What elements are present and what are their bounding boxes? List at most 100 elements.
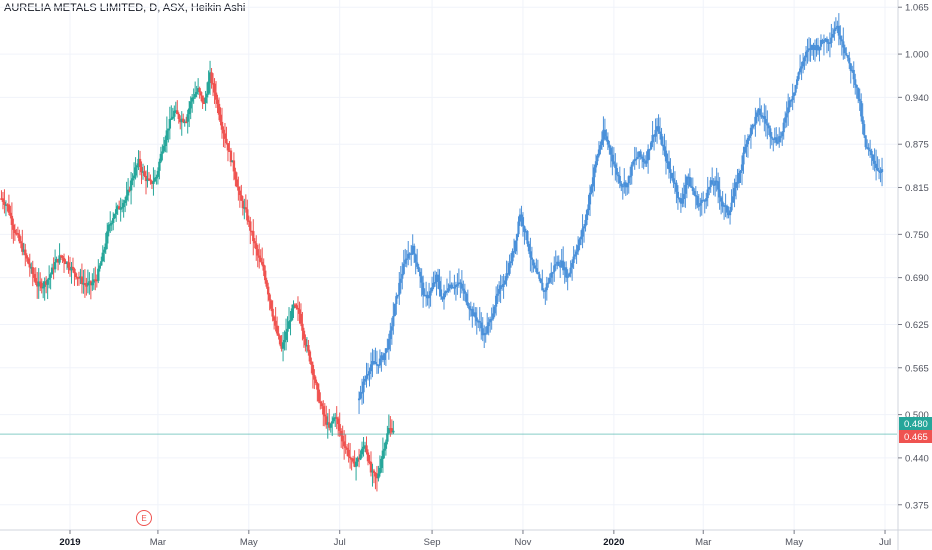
candle-body: [518, 214, 522, 222]
candle-body: [784, 117, 787, 123]
earnings-event-icon[interactable]: E: [136, 510, 152, 526]
chart-title: AURELIA METALS LIMITED, D, ASX, Heikin A…: [4, 2, 246, 14]
candle-body: [529, 251, 532, 258]
candle-body: [727, 212, 730, 216]
candle-body: [331, 421, 334, 424]
candle-body: [161, 151, 164, 154]
candle-body: [633, 159, 636, 162]
candle-body: [210, 72, 213, 84]
candle-body: [205, 93, 209, 98]
candle-body: [19, 241, 23, 244]
candle-body: [547, 282, 550, 285]
candle-body: [113, 213, 116, 219]
candle-body: [512, 251, 516, 253]
candle-body: [824, 38, 827, 42]
candle-body: [186, 114, 189, 122]
candle-body: [778, 136, 781, 143]
candle-body: [422, 282, 425, 295]
candle-body: [425, 294, 428, 297]
candle-body: [10, 215, 14, 225]
candle-body: [620, 183, 623, 187]
candle-body: [228, 150, 231, 152]
candle-body: [117, 206, 121, 210]
candle-body: [193, 94, 197, 98]
candle-body: [657, 126, 660, 132]
candle-body: [609, 147, 612, 155]
candle-body: [742, 152, 745, 165]
candle-body: [714, 180, 717, 186]
candle-body: [226, 143, 230, 151]
candle-body: [310, 361, 313, 365]
candle-body: [511, 251, 514, 262]
candle-body: [199, 92, 203, 96]
candle-body: [348, 456, 352, 459]
candle-body: [375, 476, 379, 479]
candle-body: [682, 193, 685, 200]
candle-body: [357, 457, 361, 460]
candle-body: [386, 433, 389, 442]
candle-body: [395, 296, 398, 304]
price-axis[interactable]: 1.065 1.000 0.940 0.875 0.815 0.750 0.690 0.625…: [898, 3, 929, 512]
candle-body: [384, 348, 387, 354]
candle-body: [581, 228, 584, 237]
candle-body: [493, 306, 496, 314]
candle-body: [861, 116, 864, 125]
candle-body: [73, 268, 76, 274]
candle-body: [177, 114, 180, 120]
candle-body: [830, 37, 833, 43]
candle-body: [125, 195, 128, 201]
candle-body: [213, 83, 216, 93]
candle-body: [463, 290, 466, 294]
candle-body: [152, 181, 155, 184]
candle-body: [505, 273, 508, 281]
candle-body: [736, 182, 739, 184]
candle-body: [116, 206, 119, 210]
candle-body: [77, 277, 81, 279]
candle-body: [65, 262, 69, 265]
candle-body: [430, 287, 434, 292]
candle-body: [344, 446, 347, 448]
candle-body: [37, 281, 40, 287]
x-tick-label: Mar: [150, 537, 166, 548]
candle-body: [298, 309, 301, 314]
candle-body: [539, 278, 542, 283]
candle-body: [405, 258, 408, 261]
candle-body: [655, 126, 659, 130]
candle-body: [791, 96, 794, 101]
candle-body: [557, 261, 560, 266]
candle-body: [764, 118, 767, 124]
candle-body: [740, 164, 744, 171]
candle-body: [877, 170, 881, 172]
y-tick-label: 1.065: [905, 3, 929, 14]
candle-body: [453, 287, 456, 289]
candle-body: [219, 114, 222, 122]
candle-body: [530, 257, 533, 260]
candle-body: [414, 254, 417, 263]
candle-body: [574, 254, 577, 257]
candle-body: [70, 266, 73, 271]
candle-body: [858, 98, 861, 102]
candle-body: [360, 392, 364, 394]
candle-body: [576, 245, 580, 252]
candle-body: [103, 249, 106, 253]
candle-body: [363, 445, 367, 447]
candle-body: [477, 320, 480, 323]
candle-body: [208, 72, 212, 82]
candle-body: [585, 210, 589, 220]
candle-body: [39, 281, 42, 284]
candle-body: [644, 162, 647, 164]
candle-body: [523, 226, 526, 232]
candle-body: [663, 146, 666, 151]
candle-body: [478, 320, 481, 323]
candle-body: [572, 256, 575, 264]
time-axis[interactable]: 2019 Mar May Jul Sep Nov 2020 Mar May Jul: [59, 530, 891, 548]
candle-body: [569, 267, 572, 274]
candle-body: [341, 435, 344, 442]
candle-body: [131, 178, 134, 181]
x-tick-label: Sep: [424, 537, 441, 548]
candle-body: [31, 267, 34, 275]
y-tick-label: 0.500: [905, 410, 929, 421]
candle-body: [86, 282, 90, 286]
